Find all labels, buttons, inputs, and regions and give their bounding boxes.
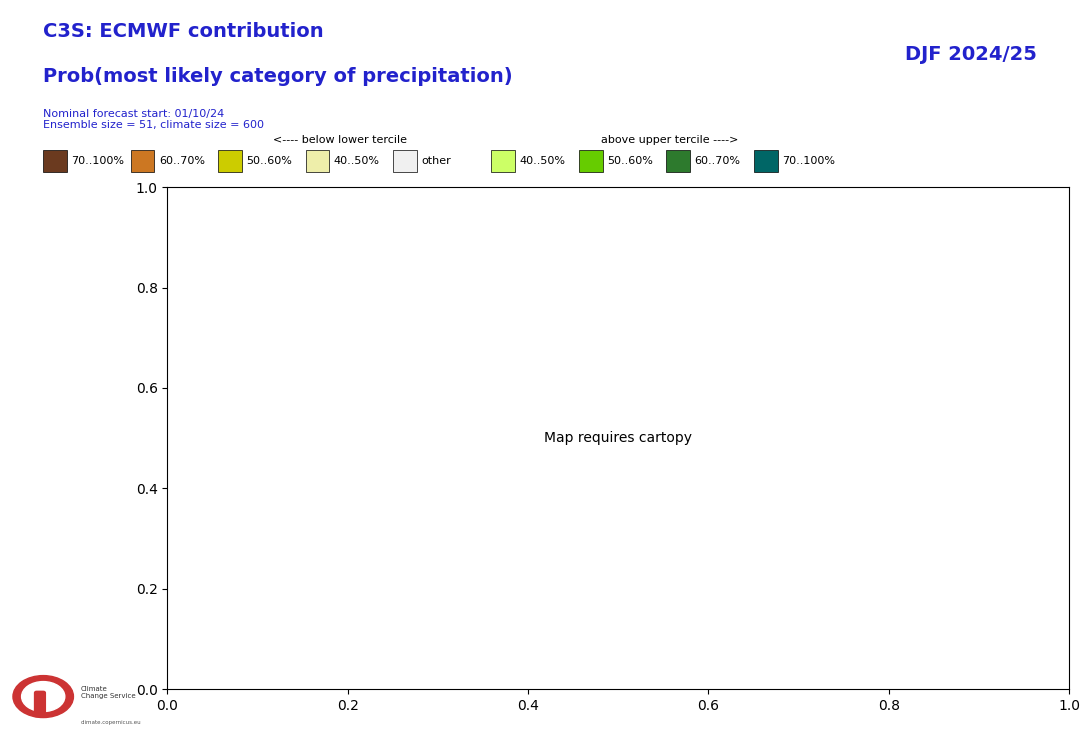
Text: 40..50%: 40..50% — [334, 156, 380, 166]
Text: 70..100%: 70..100% — [71, 156, 124, 166]
Text: Climate
Change Service: Climate Change Service — [81, 686, 136, 700]
Text: other: other — [421, 156, 451, 166]
Text: 70..100%: 70..100% — [782, 156, 835, 166]
Text: 60..70%: 60..70% — [694, 156, 741, 166]
Circle shape — [13, 676, 73, 718]
Text: Prob(most likely category of precipitation): Prob(most likely category of precipitati… — [43, 67, 513, 86]
Text: climate.copernicus.eu: climate.copernicus.eu — [81, 721, 141, 725]
Text: Map requires cartopy: Map requires cartopy — [544, 431, 692, 445]
Text: <---- below lower tercile: <---- below lower tercile — [273, 135, 407, 145]
Text: Nominal forecast start: 01/10/24
Ensemble size = 51, climate size = 600: Nominal forecast start: 01/10/24 Ensembl… — [43, 109, 265, 130]
Text: above upper tercile ---->: above upper tercile ----> — [600, 135, 739, 145]
Text: 50..60%: 50..60% — [607, 156, 652, 166]
Circle shape — [22, 682, 65, 712]
Text: C3S: ECMWF contribution: C3S: ECMWF contribution — [43, 22, 324, 41]
Text: DJF 2024/25: DJF 2024/25 — [905, 45, 1037, 64]
Text: 50..60%: 50..60% — [246, 156, 292, 166]
FancyBboxPatch shape — [35, 691, 45, 717]
Text: 60..70%: 60..70% — [159, 156, 205, 166]
Text: 40..50%: 40..50% — [519, 156, 566, 166]
